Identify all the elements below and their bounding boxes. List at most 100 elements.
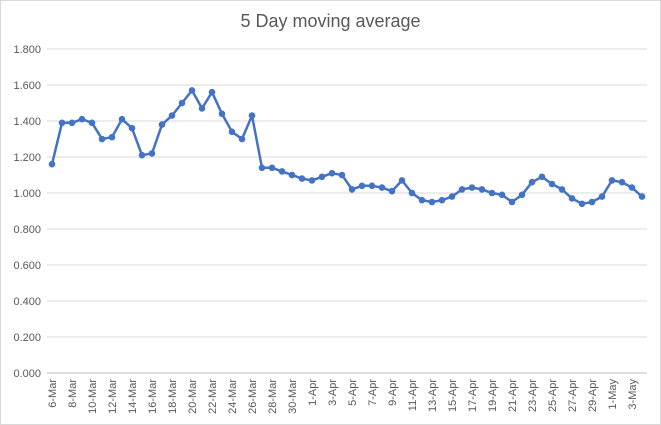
x-axis-ticks: 6-Mar 8-Mar 10-Mar 12-Mar 14-Mar 16-Mar 18-Mar… [47, 379, 639, 414]
data-point [368, 182, 376, 190]
x-tick-label: 19-Apr [487, 379, 499, 412]
y-tick-label: 0.600 [13, 260, 41, 272]
y-tick-label: 0.800 [13, 224, 41, 236]
data-point [158, 121, 166, 128]
data-point [278, 168, 286, 175]
data-point [568, 195, 576, 202]
data-point [478, 186, 486, 193]
y-tick-label: 0.000 [13, 368, 41, 380]
x-tick-label: 6-Mar [47, 379, 59, 408]
data-point [438, 196, 446, 204]
grid-layer [47, 48, 647, 374]
data-point [58, 119, 66, 127]
data-point [468, 184, 476, 191]
data-point [78, 115, 86, 123]
data-point [108, 133, 116, 141]
y-tick-label: 1.000 [13, 188, 41, 200]
x-tick-label: 3-May [627, 379, 639, 410]
data-point [258, 164, 266, 172]
x-tick-label: 22-Mar [207, 379, 219, 414]
data-point [218, 110, 226, 118]
data-point [288, 171, 296, 179]
x-tick-label: 20-Mar [187, 379, 199, 414]
x-tick-label: 3-Apr [327, 379, 339, 406]
x-tick-label: 11-Apr [407, 379, 419, 412]
data-point [88, 119, 96, 127]
data-point [378, 184, 386, 191]
x-tick-label: 30-Mar [287, 379, 299, 414]
y-tick-label: 1.400 [13, 116, 41, 128]
x-tick-label: 1-Apr [307, 379, 319, 406]
data-point [178, 99, 186, 107]
data-point [248, 112, 256, 119]
data-point [518, 191, 526, 199]
x-tick-label: 12-Mar [107, 379, 119, 414]
data-point [228, 128, 236, 136]
x-tick-label: 7-Apr [367, 379, 379, 406]
data-point [558, 186, 566, 193]
data-point [388, 187, 396, 195]
data-point [538, 173, 546, 181]
x-tick-label: 16-Mar [147, 379, 159, 414]
data-point [338, 171, 346, 179]
data-point [138, 151, 146, 159]
data-point [238, 135, 246, 143]
data-point [608, 177, 616, 184]
data-point [598, 193, 606, 200]
x-tick-label: 14-Mar [127, 379, 139, 414]
data-point [398, 177, 406, 184]
data-point [418, 196, 426, 204]
x-tick-label: 17-Apr [467, 379, 479, 412]
x-tick-label: 28-Mar [267, 379, 279, 414]
data-point [488, 189, 496, 197]
chart-title: 5 Day moving average [240, 11, 421, 31]
data-point [188, 87, 196, 94]
data-point [298, 175, 306, 182]
data-point [48, 160, 56, 168]
data-point [498, 191, 506, 199]
data-point [508, 198, 516, 206]
x-tick-label: 5-Apr [347, 379, 359, 406]
data-point [208, 88, 216, 96]
x-tick-label: 29-Apr [587, 379, 599, 412]
y-tick-label: 1.600 [13, 80, 41, 92]
data-point [128, 124, 136, 132]
x-tick-label: 13-Apr [427, 379, 439, 412]
data-point [628, 184, 636, 191]
data-point [148, 150, 156, 157]
x-tick-label: 10-Mar [87, 379, 99, 414]
y-tick-label: 1.200 [13, 152, 41, 164]
data-point [618, 178, 626, 186]
data-point [578, 200, 586, 208]
x-tick-label: 25-Apr [547, 379, 559, 412]
x-tick-label: 9-Apr [387, 379, 399, 406]
data-point [268, 164, 276, 172]
x-tick-label: 21-Apr [507, 379, 519, 412]
x-tick-label: 24-Mar [227, 379, 239, 414]
y-axis-ticks: 0.000 0.200 0.400 0.600 0.800 1.000 1.200 1.400… [13, 44, 41, 380]
data-point [328, 169, 336, 177]
data-point [428, 198, 436, 206]
y-tick-label: 0.200 [13, 332, 41, 344]
data-point [358, 182, 366, 190]
x-tick-label: 1-May [607, 379, 619, 410]
y-tick-label: 1.800 [13, 44, 41, 56]
data-point [638, 193, 646, 200]
data-point [198, 105, 206, 112]
data-point [448, 193, 456, 200]
x-tick-label: 8-Mar [67, 379, 79, 408]
data-point [168, 112, 176, 119]
series-layer [48, 87, 646, 208]
x-tick-label: 15-Apr [447, 379, 459, 412]
data-point [588, 198, 596, 206]
data-point [98, 135, 106, 143]
data-point [118, 115, 126, 123]
x-tick-label: 26-Mar [247, 379, 259, 414]
y-tick-label: 0.400 [13, 296, 41, 308]
data-point [408, 189, 416, 197]
x-tick-label: 23-Apr [527, 379, 539, 412]
x-tick-label: 27-Apr [567, 379, 579, 412]
data-point [458, 186, 466, 193]
data-point [548, 180, 556, 188]
